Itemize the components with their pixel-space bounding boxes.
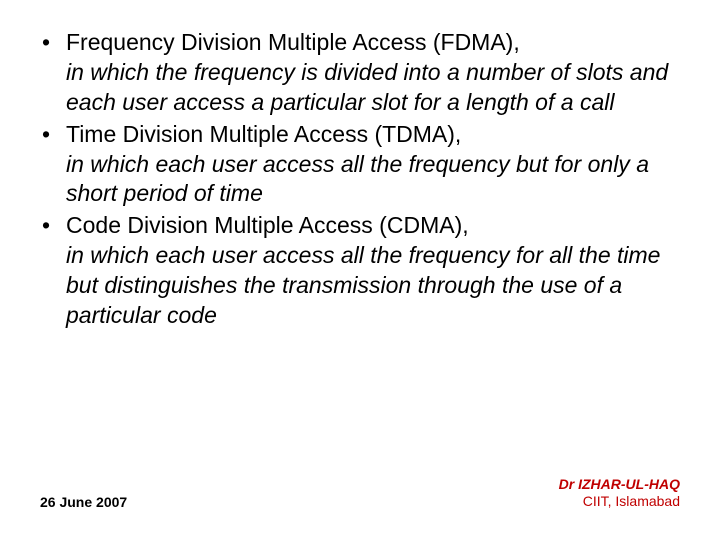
bullet-title: Time Division Multiple Access (TDMA),	[66, 120, 680, 150]
footer: 26 June 2007 Dr IZHAR-UL-HAQ CIIT, Islam…	[40, 476, 680, 510]
bullet-body: in which each user access all the freque…	[66, 150, 680, 210]
bullet-marker: •	[40, 28, 66, 58]
bullet-marker: •	[40, 120, 66, 150]
content-area: • Frequency Division Multiple Access (FD…	[40, 28, 680, 331]
footer-author-block: Dr IZHAR-UL-HAQ CIIT, Islamabad	[559, 476, 680, 510]
bullet-body: in which each user access all the freque…	[66, 241, 680, 331]
bullet-marker: •	[40, 211, 66, 241]
bullet-title: Frequency Division Multiple Access (FDMA…	[66, 28, 680, 58]
slide: • Frequency Division Multiple Access (FD…	[0, 0, 720, 540]
bullet-body: in which the frequency is divided into a…	[66, 58, 680, 118]
bullet-item: • Frequency Division Multiple Access (FD…	[40, 28, 680, 58]
bullet-item: • Code Division Multiple Access (CDMA),	[40, 211, 680, 241]
bullet-item: • Time Division Multiple Access (TDMA),	[40, 120, 680, 150]
bullet-title: Code Division Multiple Access (CDMA),	[66, 211, 680, 241]
footer-date: 26 June 2007	[40, 494, 127, 510]
footer-org: CIIT, Islamabad	[559, 493, 680, 510]
footer-author: Dr IZHAR-UL-HAQ	[559, 476, 680, 493]
